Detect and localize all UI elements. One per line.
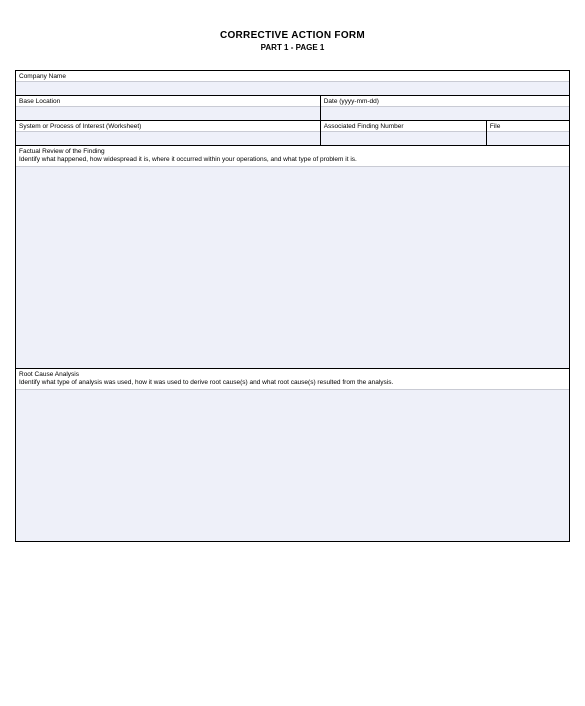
finding-number-input[interactable] (321, 131, 486, 145)
factual-review-sublabel: Identify what happened, how widespread i… (16, 156, 569, 166)
finding-number-label: Associated Finding Number (321, 121, 486, 131)
form-header: CORRECTIVE ACTION FORM PART 1 - PAGE 1 (15, 30, 570, 52)
root-cause-input[interactable] (16, 389, 569, 541)
company-name-input[interactable] (16, 81, 569, 95)
date-cell: Date (yyyy-mm-dd) (320, 96, 569, 121)
finding-number-cell: Associated Finding Number (320, 121, 486, 146)
base-location-input[interactable] (16, 106, 320, 120)
factual-review-input[interactable] (16, 166, 569, 368)
root-cause-sublabel: Identify what type of analysis was used,… (16, 379, 569, 389)
file-label: File (487, 121, 569, 131)
base-location-label: Base Location (16, 96, 320, 106)
file-cell: File (486, 121, 569, 146)
root-cause-label: Root Cause Analysis (16, 369, 569, 379)
system-process-input[interactable] (16, 131, 320, 145)
factual-review-cell: Factual Review of the Finding Identify w… (16, 146, 570, 369)
factual-review-label: Factual Review of the Finding (16, 146, 569, 156)
system-process-label: System or Process of Interest (Worksheet… (16, 121, 320, 131)
company-name-label: Company Name (16, 71, 569, 81)
form-title: CORRECTIVE ACTION FORM (15, 30, 570, 41)
system-process-cell: System or Process of Interest (Worksheet… (16, 121, 321, 146)
corrective-action-form: Company Name Base Location Date (yyyy-mm… (15, 70, 570, 542)
file-input[interactable] (487, 131, 569, 145)
company-name-cell: Company Name (16, 71, 570, 96)
form-subtitle: PART 1 - PAGE 1 (15, 43, 570, 52)
date-input[interactable] (321, 106, 569, 120)
root-cause-cell: Root Cause Analysis Identify what type o… (16, 368, 570, 541)
date-label: Date (yyyy-mm-dd) (321, 96, 569, 106)
base-location-cell: Base Location (16, 96, 321, 121)
